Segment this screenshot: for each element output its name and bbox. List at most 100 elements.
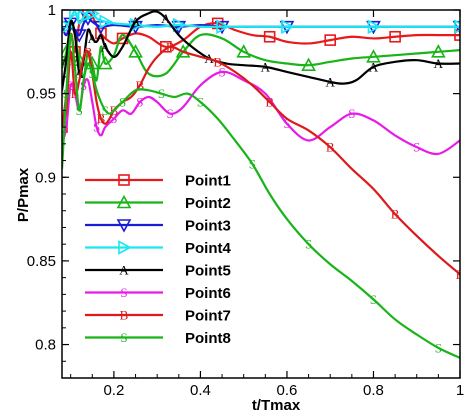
data-point: S (93, 120, 100, 135)
data-point: S (167, 106, 174, 121)
series-line (62, 45, 460, 276)
data-point: S (370, 292, 377, 307)
data-point: A (88, 31, 98, 46)
data-point: S (197, 95, 204, 110)
data-point (324, 34, 337, 46)
y-tick-label: 0.95 (27, 86, 56, 103)
data-point (431, 44, 446, 58)
legend-item-point8: S Point8 (85, 330, 231, 347)
y-tick-label: 0.9 (35, 169, 56, 186)
data-point: A (369, 59, 379, 74)
series-line (62, 33, 460, 359)
data-point: S (249, 156, 256, 171)
data-point (99, 14, 113, 30)
data-point (77, 10, 92, 25)
legend-label: Point8 (185, 330, 231, 347)
x-tick-label: 0.4 (190, 382, 211, 399)
data-point (454, 19, 460, 35)
data-point: S (67, 78, 74, 93)
data-point: A (131, 14, 141, 29)
x-tick-label: 0.2 (103, 382, 124, 399)
legend-item-point4: Point4 (85, 240, 231, 257)
data-point: S (110, 111, 117, 126)
legend-marker (118, 240, 132, 255)
data-point: A (62, 53, 72, 68)
data-point: S (136, 95, 143, 110)
data-point: S (348, 106, 355, 121)
y-tick-label: 1 (48, 2, 56, 19)
data-point: B (213, 54, 222, 69)
data-point (173, 17, 187, 33)
data-point: S (89, 66, 96, 81)
x-axis-title: t/Tmax (252, 397, 301, 414)
legend-label: Point2 (185, 195, 231, 212)
x-tick-label: 0.6 (277, 382, 298, 399)
data-point (281, 19, 295, 35)
data-point: B (166, 39, 175, 54)
legend-label: Point3 (185, 218, 231, 235)
data-point (367, 19, 382, 35)
data-point: A (161, 11, 171, 26)
data-point: A (101, 39, 111, 54)
legend-item-point7: B Point7 (85, 308, 231, 325)
series-line (62, 10, 460, 29)
data-point (69, 10, 83, 20)
data-point: S (283, 116, 290, 131)
legend-marker: B (120, 308, 129, 323)
legend-label: Point5 (185, 263, 231, 280)
data-point: B (391, 207, 400, 222)
data-point: S (158, 86, 165, 101)
data-point (389, 30, 401, 43)
legend-label: Point7 (185, 308, 231, 325)
data-point: S (218, 64, 225, 79)
data-point (366, 49, 381, 63)
x-tick-label: 0.8 (363, 382, 384, 399)
data-point (71, 29, 87, 43)
data-point: B (97, 111, 106, 126)
data-point (95, 27, 107, 40)
x-tick-label: 1 (456, 382, 464, 399)
data-point (97, 55, 113, 70)
legend-item-point1: Point1 (85, 173, 231, 190)
data-point: S (76, 103, 83, 118)
data-point (62, 20, 74, 34)
data-point: B (84, 44, 93, 59)
data-point: B (326, 140, 335, 155)
legend-marker (116, 219, 132, 233)
y-tick-label: 0.85 (27, 253, 56, 270)
legend-item-point2: Point2 (85, 194, 231, 212)
y-axis-title: P/Pmax (15, 167, 32, 222)
legend-marker: S (120, 330, 127, 345)
data-point (301, 57, 316, 71)
legend-marker: S (120, 285, 127, 300)
data-point: S (305, 237, 312, 252)
y-tick-label: 0.8 (35, 337, 56, 354)
data-point (236, 44, 252, 58)
data-point: B (71, 86, 80, 101)
legend-item-point3: Point3 (85, 218, 231, 235)
legend-item-point6: S Point6 (85, 285, 231, 302)
legend-label: Point4 (185, 240, 231, 257)
data-point: S (435, 340, 442, 355)
data-point: S (119, 95, 126, 110)
data-point: B (136, 78, 145, 93)
data-point: B (456, 267, 465, 282)
data-point: S (102, 103, 109, 118)
legend: Point1 Point2 Point3 Point4 A Point5 S Point6 B P… (85, 173, 231, 347)
data-point: A (434, 56, 444, 71)
legend-marker (116, 194, 132, 209)
legend-label: Point1 (185, 173, 231, 190)
data-point: B (265, 95, 274, 110)
data-point (128, 44, 143, 58)
legend-marker: A (119, 263, 129, 278)
data-point: A (261, 59, 271, 74)
axis-layer: 0.2 0.4 0.6 0.8 1 0.8 0.85 0.9 0.95 1 (27, 2, 464, 399)
legend-marker (118, 174, 130, 186)
legend-item-point5: A Point5 (85, 263, 231, 280)
data-point: S (413, 140, 420, 155)
